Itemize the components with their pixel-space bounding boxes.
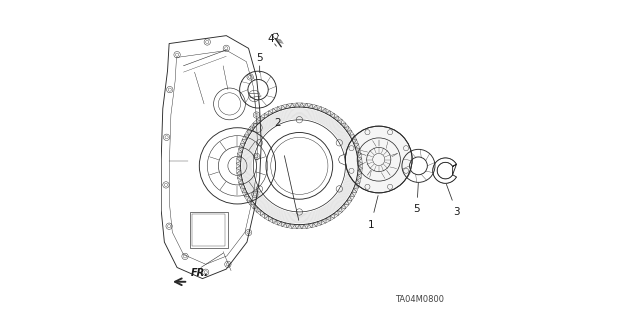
Circle shape xyxy=(346,126,412,193)
Text: 1: 1 xyxy=(367,219,374,230)
Bar xyxy=(190,212,228,249)
Text: 4: 4 xyxy=(268,34,274,44)
Text: FR.: FR. xyxy=(191,268,209,278)
Text: 2: 2 xyxy=(274,118,280,128)
Text: 5: 5 xyxy=(257,53,263,63)
Text: 3: 3 xyxy=(453,207,460,217)
Text: 5: 5 xyxy=(413,204,420,214)
Text: TA04M0800: TA04M0800 xyxy=(395,295,444,304)
Bar xyxy=(193,214,225,246)
